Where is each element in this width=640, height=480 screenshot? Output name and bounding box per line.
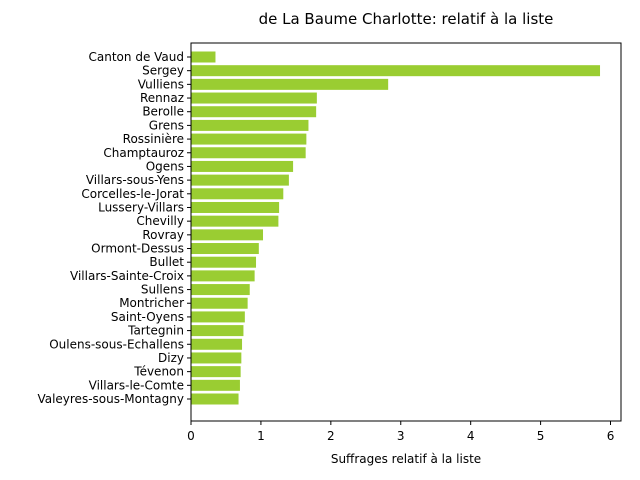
y-tick-label: Dizy (158, 351, 184, 365)
bar-21 (191, 338, 243, 350)
bar-18 (191, 297, 248, 309)
bars-group (191, 51, 601, 405)
bar-14 (191, 243, 259, 255)
bar-3 (191, 92, 317, 104)
bar-11 (191, 201, 280, 213)
bar-23 (191, 366, 241, 378)
bar-4 (191, 106, 317, 118)
chart-title: de La Baume Charlotte: relatif à la list… (259, 10, 554, 28)
bar-17 (191, 284, 250, 296)
y-tick-label: Rossinière (123, 132, 184, 146)
y-tick-label: Saint-Oyens (111, 310, 184, 324)
x-tick-label: 3 (397, 429, 405, 443)
y-tick-label: Ormont-Dessus (91, 242, 184, 256)
bar-1 (191, 65, 601, 77)
x-tick-label: 1 (257, 429, 265, 443)
x-tick-label: 5 (537, 429, 545, 443)
y-tick-label: Rennaz (140, 91, 184, 105)
y-tick-label: Berolle (142, 105, 184, 119)
y-tick-label: Bullet (149, 255, 184, 269)
y-tick-label: Valeyres-sous-Montagny (37, 392, 184, 406)
bar-10 (191, 188, 284, 200)
y-tick-label: Tévenon (133, 365, 184, 379)
bar-20 (191, 325, 244, 337)
bar-15 (191, 256, 257, 268)
y-tick-label: Ogens (146, 159, 184, 173)
x-tick-label: 4 (467, 429, 475, 443)
y-tick-label: Sullens (141, 283, 184, 297)
x-axis-label: Suffrages relatif à la liste (331, 452, 481, 466)
y-tick-label: Sergey (142, 64, 184, 78)
bar-12 (191, 215, 279, 227)
y-tick-label: Rovray (142, 228, 184, 242)
bar-16 (191, 270, 255, 282)
y-tick-label: Champtauroz (103, 146, 184, 160)
y-tick-label: Vulliens (138, 77, 184, 91)
y-tick-label: Grens (149, 118, 184, 132)
y-tick-label: Tartegnin (127, 324, 184, 338)
x-tick-label: 2 (327, 429, 335, 443)
y-tick-label: Oulens-sous-Echallens (49, 337, 184, 351)
bar-5 (191, 119, 309, 131)
y-tick-label: Canton de Vaud (89, 50, 184, 64)
bar-2 (191, 78, 389, 90)
y-tick-label: Montricher (119, 296, 184, 310)
y-axis-ticks: Canton de VaudSergeyVulliensRennazBeroll… (37, 50, 191, 406)
y-tick-label: Villars-Sainte-Croix (70, 269, 184, 283)
x-tick-label: 0 (187, 429, 195, 443)
y-tick-label: Lussery-Villars (98, 200, 184, 214)
y-tick-label: Corcelles-le-Jorat (81, 187, 184, 201)
x-tick-label: 6 (607, 429, 615, 443)
y-tick-label: Villars-sous-Yens (86, 173, 184, 187)
plot-frame (190, 42, 622, 422)
bar-6 (191, 133, 307, 145)
y-tick-label: Villars-le-Comte (89, 378, 184, 392)
bar-8 (191, 160, 294, 172)
bar-0 (191, 51, 216, 63)
bar-19 (191, 311, 245, 323)
y-tick-label: Chevilly (136, 214, 184, 228)
bar-9 (191, 174, 289, 186)
x-axis-ticks: 0 1 2 3 4 5 6 (187, 421, 614, 443)
bar-24 (191, 379, 240, 391)
bar-13 (191, 229, 264, 241)
bar-25 (191, 393, 239, 405)
bar-7 (191, 147, 306, 159)
bar-22 (191, 352, 242, 364)
